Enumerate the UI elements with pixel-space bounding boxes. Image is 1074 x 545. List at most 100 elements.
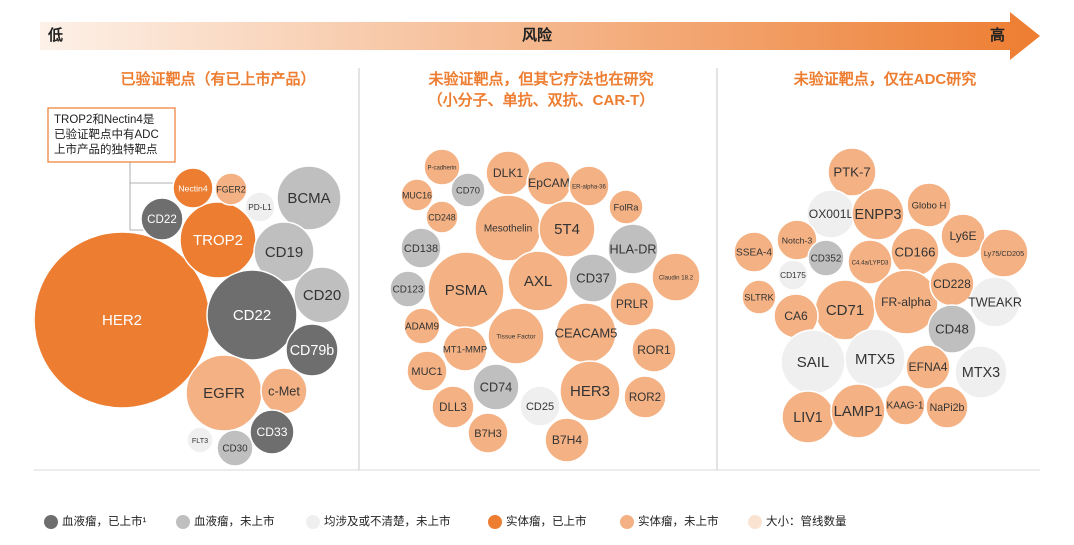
bubble-label: CD30: [222, 444, 248, 455]
bubble-label: CD48: [935, 321, 969, 336]
bubble: [544, 417, 590, 463]
bubble-label: PRLR: [616, 297, 649, 311]
bubble: [538, 200, 596, 258]
bubble: [623, 375, 667, 419]
legend-label: 血液瘤，未上市: [194, 514, 275, 528]
bubble-label: CD37: [576, 270, 610, 285]
bubble-label: HER3: [570, 383, 610, 400]
bubble: [472, 363, 520, 411]
risk-high: 高: [990, 26, 1005, 44]
bubble: [249, 409, 295, 455]
bubble: [172, 167, 214, 209]
bubble: [519, 385, 561, 427]
bubble: [827, 147, 877, 197]
bubble: [425, 200, 459, 234]
bubble-label: LAMP1: [834, 404, 883, 420]
bubble-label: P-cadherin: [427, 166, 456, 172]
bubble: [609, 281, 655, 327]
legend-swatch: [176, 515, 190, 529]
bubble: [844, 328, 906, 390]
bubble: [431, 385, 475, 429]
bubble-label: c-Met: [268, 384, 300, 398]
bubble-label: FR-alpha: [881, 295, 931, 309]
bubble-label: CD20: [303, 287, 341, 304]
bubble: [389, 270, 427, 308]
bubble-label: FLT3: [192, 436, 208, 445]
bubble-label: CD19: [265, 244, 303, 261]
bubble: [905, 344, 951, 390]
bubble: [216, 429, 254, 467]
bubble-label: B7H3: [474, 428, 502, 440]
bubble-label: NaPi2b: [930, 402, 965, 414]
bubble-label: CD248: [428, 212, 455, 222]
legend-label: 血液瘤，已上市¹: [62, 514, 146, 528]
bubble: [954, 345, 1008, 399]
bubble-label: CD228: [933, 277, 971, 291]
bubble: [807, 239, 845, 277]
legend-swatch: [44, 515, 58, 529]
bubble-label: 5T4: [554, 221, 580, 238]
bubble-label: KAAG-1: [886, 401, 923, 412]
bubble-label: ROR1: [637, 343, 671, 357]
bubble-label: AXL: [524, 273, 552, 290]
bubble: [400, 227, 442, 269]
bubble-label: BCMA: [287, 190, 330, 207]
callout-text: 已验证靶点中有ADC: [54, 127, 159, 141]
bubble-label: CD79b: [290, 343, 335, 359]
bubble: [568, 165, 610, 207]
bubble-label: SSEA-4: [736, 248, 772, 259]
bubble: [467, 412, 509, 454]
bubble-label: Globo H: [912, 201, 947, 212]
bubble-label: TROP2: [193, 232, 243, 249]
bubble-label: CD71: [826, 302, 864, 319]
bubble: [406, 350, 448, 392]
bubble-label: Nectin4: [178, 183, 208, 193]
bubble: [507, 250, 569, 312]
bubble: [608, 189, 644, 225]
bubble-label: EFNA4: [909, 360, 948, 374]
column-title: 未验证靶点，但其它疗法也在研究: [427, 70, 653, 88]
bubble-label: CD352: [811, 254, 842, 265]
bubble: [733, 231, 775, 273]
bubble: [214, 172, 248, 206]
legend-swatch: [748, 515, 762, 529]
bubble: [979, 228, 1029, 278]
bubble: [969, 276, 1021, 328]
bubble-label: DLL3: [439, 401, 467, 414]
bubble-label: Tissue Factor: [496, 334, 536, 341]
bubble-label: MTX5: [855, 351, 895, 368]
bubble: [403, 307, 441, 345]
bubble: [423, 148, 461, 186]
bubble: [568, 253, 618, 303]
bubble: [906, 182, 952, 228]
bubble-label: Ly75/CD205: [984, 249, 1024, 258]
bubble: [741, 279, 777, 315]
bubble: [186, 426, 214, 454]
bubble-label: CD166: [894, 244, 935, 259]
bubble: [244, 191, 276, 223]
legend-label: 实体瘤，未上市: [638, 514, 719, 528]
bubble: [285, 323, 339, 377]
callout-connector: [129, 162, 145, 231]
bubble-label: Claudin 18.2: [659, 275, 694, 282]
risk-label: 风险: [522, 26, 553, 44]
bubble-label: CD74: [480, 380, 512, 394]
bubble-label: DLK1: [493, 166, 524, 180]
bubble: [253, 221, 315, 283]
bubble: [140, 197, 184, 241]
bubble: [276, 165, 342, 231]
bubble-label: MTX3: [962, 365, 1000, 381]
callout-text: 上市产品的独特靶点: [54, 142, 158, 156]
callout-box: [47, 107, 176, 163]
bubble: [400, 178, 434, 212]
bubble-label: Notch-3: [782, 235, 813, 245]
bubble-label: OX001L: [809, 207, 854, 221]
bubble-label: B7H4: [552, 433, 583, 447]
bubble-label: CD138: [404, 243, 438, 255]
bubble-label: MT1-MMP: [443, 345, 487, 356]
risk-low: 低: [47, 26, 63, 44]
bubble-label: SAIL: [797, 354, 830, 371]
bubble: [631, 327, 677, 373]
bubble: [927, 304, 977, 354]
bubble-label: CD70: [456, 184, 480, 195]
